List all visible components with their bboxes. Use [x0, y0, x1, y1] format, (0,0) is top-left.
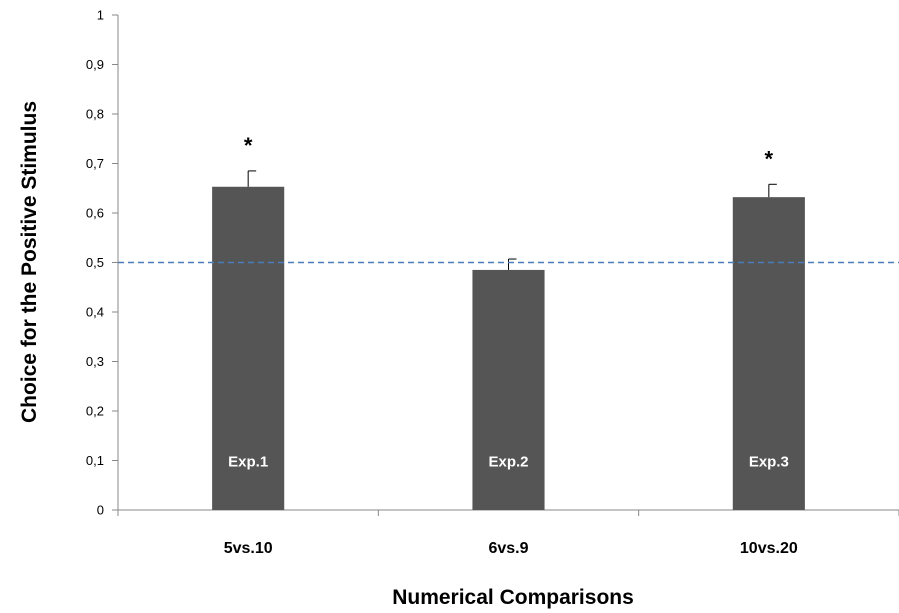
- bar-label: Exp.2: [488, 454, 528, 471]
- bar: [732, 197, 805, 510]
- category-label: 10vs.20: [740, 540, 798, 557]
- bars: * Exp.1 Exp.2 * Exp.3: [212, 133, 805, 510]
- x-axis-title: Numerical Comparisons: [392, 586, 634, 609]
- y-tick-label: 0,4: [86, 305, 104, 320]
- significance-marker: *: [765, 146, 774, 171]
- y-tick-label: 0,7: [86, 156, 104, 171]
- bar: [472, 269, 545, 510]
- y-tick-label: 1: [97, 8, 104, 23]
- y-tick-label: 0,5: [86, 255, 104, 270]
- bar-label: Exp.1: [228, 454, 268, 471]
- y-tick-label: 0,1: [86, 453, 104, 468]
- y-tick-label: 0,8: [86, 107, 104, 122]
- x-axis: 5vs.10 6vs.9 10vs.20: [117, 509, 899, 557]
- y-tick-label: 0,9: [86, 57, 104, 72]
- significance-marker: *: [244, 133, 253, 158]
- bar-label: Exp.3: [749, 454, 789, 471]
- y-axis: 0 0,1 0,2 0,3 0,4 0,5 0,6 0,7 0,8 0,9 1: [86, 8, 119, 518]
- category-label: 6vs.9: [488, 540, 528, 557]
- y-tick-label: 0,3: [86, 354, 104, 369]
- category-label: 5vs.10: [224, 540, 273, 557]
- bar: [212, 186, 285, 510]
- y-tick-label: 0,6: [86, 206, 104, 221]
- y-tick-label: 0,2: [86, 404, 104, 419]
- y-tick-label: 0: [97, 503, 104, 518]
- y-axis-title: Choice for the Positive Stimulus: [18, 101, 41, 423]
